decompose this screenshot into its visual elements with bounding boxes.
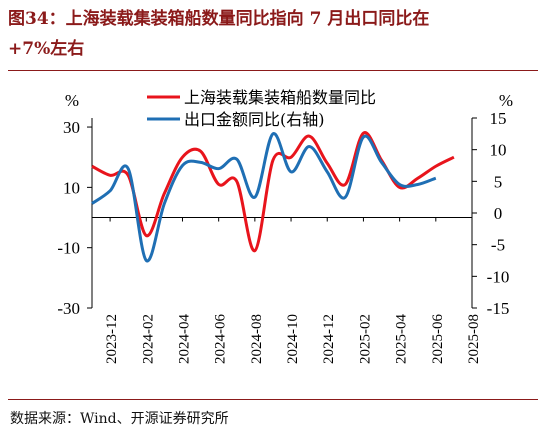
source-note: 数据来源：Wind、开源证券研究所: [10, 411, 229, 427]
left-tick-label: 10: [63, 178, 80, 197]
footer-divider: [8, 399, 538, 400]
chart-title: 图34：上海装载集装箱船数量同比指向 7 月出口同比在 +7%左右: [8, 4, 540, 64]
legend-label: 上海装载集装箱船数量同比: [184, 88, 376, 107]
right-tick-label: 5: [494, 172, 503, 191]
x-tick-label: 2024-12: [321, 314, 337, 364]
x-tick-label: 2024-02: [140, 314, 156, 364]
series-line-blue: [91, 132, 437, 263]
chart-axes: [87, 117, 477, 309]
chart-labels: 30 10 -10 -30 15 10 5 0 -5 -10 -15% % 2023-12 2024-02…: [57, 91, 513, 364]
left-tick-label: -10: [57, 239, 80, 258]
legend-label: 出口金额同比(右轴): [184, 110, 325, 129]
x-tick-label: 2024-10: [285, 314, 301, 364]
x-tick-label: 2023-12: [104, 314, 120, 364]
right-tick-label: 15: [490, 109, 507, 128]
left-tick-label: -30: [57, 299, 80, 318]
series-line-red: [91, 131, 455, 253]
x-tick-label: 2025-02: [357, 314, 373, 364]
x-tick-label: 2025-04: [394, 314, 410, 364]
right-tick-label: -10: [487, 267, 510, 286]
right-axis-unit: %: [499, 91, 513, 110]
x-tick-label: 2024-08: [249, 314, 265, 364]
left-tick-label: 30: [63, 118, 80, 137]
chart-lines: [91, 131, 455, 263]
right-tick-label: -15: [487, 299, 510, 318]
x-tick-label: 2024-04: [176, 314, 192, 364]
left-axis-unit: %: [65, 91, 79, 110]
right-tick-label: 10: [490, 141, 507, 160]
chart-title-line1: 图34：上海装载集装箱船数量同比指向 7 月出口同比在: [8, 9, 430, 29]
x-tick-label: 2024-06: [213, 314, 229, 364]
x-tick-label: 2025-08: [466, 314, 482, 364]
right-tick-label: 0: [494, 204, 503, 223]
right-tick-label: -5: [491, 236, 505, 255]
x-tick-label: 2025-06: [430, 314, 446, 364]
title-divider: [8, 70, 538, 71]
chart-title-line2: +7%左右: [8, 39, 85, 59]
